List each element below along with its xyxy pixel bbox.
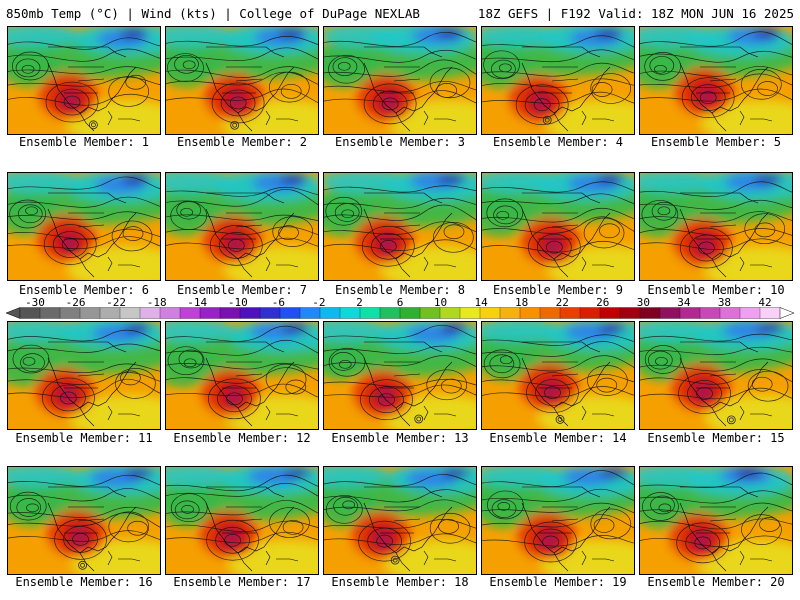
colorbar-tick-label: -22 <box>106 296 127 309</box>
ensemble-member-map <box>165 172 319 281</box>
ensemble-member-map <box>323 466 477 575</box>
ensemble-member-map <box>165 321 319 430</box>
colorbar-tick-label: 6 <box>396 296 404 309</box>
ensemble-member-label: Ensemble Member: 2 <box>176 135 308 149</box>
colorbar-tick-label: 10 <box>433 296 448 309</box>
ensemble-member-label: Ensemble Member: 5 <box>650 135 782 149</box>
ensemble-member-label: Ensemble Member: 11 <box>15 431 153 445</box>
ensemble-member-label: Ensemble Member: 15 <box>647 431 785 445</box>
ensemble-member-label: Ensemble Member: 13 <box>331 431 469 445</box>
ensemble-member-map <box>7 172 161 281</box>
ensemble-member-map <box>323 26 477 135</box>
colorbar-tick-label: -14 <box>187 296 208 309</box>
ensemble-member-label: Ensemble Member: 17 <box>173 575 311 589</box>
ensemble-member-map <box>639 321 793 430</box>
ensemble-member-label: Ensemble Member: 10 <box>647 283 785 297</box>
ensemble-member-label: Ensemble Member: 20 <box>647 575 785 589</box>
colorbar-tick-label: 42 <box>758 296 772 309</box>
colorbar-tick-label: -10 <box>227 296 248 309</box>
ensemble-member-map <box>639 172 793 281</box>
run-valid-time: 18Z GEFS | F192 Valid: 18Z MON JUN 16 20… <box>477 6 794 21</box>
ensemble-member-label: Ensemble Member: 1 <box>18 135 150 149</box>
ensemble-member-map <box>323 172 477 281</box>
colorbar-tick-label: 18 <box>515 296 529 309</box>
ensemble-member-label: Ensemble Member: 12 <box>173 431 311 445</box>
ensemble-member-map <box>639 26 793 135</box>
ensemble-member-map <box>7 466 161 575</box>
ensemble-member-label: Ensemble Member: 19 <box>489 575 627 589</box>
ensemble-member-label: Ensemble Member: 18 <box>331 575 469 589</box>
colorbar-tick-label: 30 <box>636 296 650 309</box>
ensemble-member-label: Ensemble Member: 6 <box>18 283 150 297</box>
ensemble-member-map <box>165 26 319 135</box>
ensemble-member-map <box>639 466 793 575</box>
colorbar-tick-label: -2 <box>312 296 326 309</box>
ensemble-member-label: Ensemble Member: 16 <box>15 575 153 589</box>
colorbar-tick-label: 22 <box>555 296 569 309</box>
ensemble-member-label: Ensemble Member: 14 <box>489 431 627 445</box>
colorbar-tick-label: 38 <box>717 296 732 309</box>
ensemble-member-map <box>481 321 635 430</box>
colorbar-tick-label: -6 <box>271 296 285 309</box>
ensemble-member-map <box>481 172 635 281</box>
temperature-colorbar <box>6 307 794 319</box>
ensemble-member-map <box>7 321 161 430</box>
ensemble-member-map <box>7 26 161 135</box>
colorbar-tick-label: -18 <box>146 296 167 309</box>
ensemble-member-map <box>323 321 477 430</box>
colorbar-tick-label: 34 <box>677 296 691 309</box>
ensemble-member-label: Ensemble Member: 3 <box>334 135 466 149</box>
colorbar-tick-label: 2 <box>356 296 363 309</box>
colorbar-tick-label: -26 <box>65 296 86 309</box>
ensemble-member-map <box>481 26 635 135</box>
ensemble-member-map <box>481 466 635 575</box>
ensemble-member-label: Ensemble Member: 9 <box>492 283 624 297</box>
colorbar-tick-label: 14 <box>474 296 488 309</box>
ensemble-member-map <box>165 466 319 575</box>
ensemble-member-label: Ensemble Member: 8 <box>334 283 466 297</box>
colorbar-tick-label: -30 <box>25 296 45 309</box>
chart-title: 850mb Temp (°C) | Wind (kts) | College o… <box>6 6 420 21</box>
ensemble-member-label: Ensemble Member: 7 <box>176 283 308 297</box>
colorbar-tick-label: 26 <box>596 296 610 309</box>
ensemble-member-label: Ensemble Member: 4 <box>492 135 624 149</box>
